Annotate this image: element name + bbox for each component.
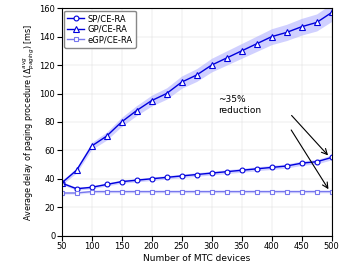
SP/CE-RA: [90, 186, 94, 189]
eGP/CE-RA: [225, 190, 229, 193]
SP/CE-RA: [149, 177, 154, 181]
SP/CE-RA: [134, 179, 139, 182]
SP/CE-RA: [285, 164, 289, 168]
SP/CE-RA: [240, 169, 244, 172]
eGP/CE-RA: [180, 190, 184, 193]
GP/CE-RA: [330, 11, 334, 14]
eGP/CE-RA: [60, 191, 64, 195]
SP/CE-RA: [120, 180, 124, 183]
SP/CE-RA: [105, 183, 109, 186]
GP/CE-RA: [90, 144, 94, 148]
GP/CE-RA: [60, 181, 64, 185]
eGP/CE-RA: [120, 190, 124, 193]
GP/CE-RA: [120, 120, 124, 124]
eGP/CE-RA: [330, 190, 334, 193]
GP/CE-RA: [225, 56, 229, 60]
SP/CE-RA: [225, 170, 229, 173]
GP/CE-RA: [240, 49, 244, 53]
eGP/CE-RA: [240, 190, 244, 193]
Line: SP/CE-RA: SP/CE-RA: [59, 155, 334, 191]
eGP/CE-RA: [315, 190, 319, 193]
GP/CE-RA: [180, 81, 184, 84]
GP/CE-RA: [300, 25, 304, 28]
eGP/CE-RA: [75, 191, 79, 195]
GP/CE-RA: [210, 64, 214, 67]
Text: ~35%
reduction: ~35% reduction: [218, 95, 261, 115]
eGP/CE-RA: [300, 190, 304, 193]
SP/CE-RA: [255, 167, 259, 170]
SP/CE-RA: [210, 172, 214, 175]
Line: GP/CE-RA: GP/CE-RA: [59, 10, 334, 186]
SP/CE-RA: [180, 174, 184, 178]
GP/CE-RA: [149, 99, 154, 102]
SP/CE-RA: [330, 156, 334, 159]
eGP/CE-RA: [255, 190, 259, 193]
eGP/CE-RA: [210, 190, 214, 193]
GP/CE-RA: [75, 169, 79, 172]
SP/CE-RA: [165, 176, 169, 179]
SP/CE-RA: [269, 166, 274, 169]
GP/CE-RA: [269, 35, 274, 38]
eGP/CE-RA: [134, 190, 139, 193]
SP/CE-RA: [60, 181, 64, 185]
SP/CE-RA: [315, 160, 319, 163]
Legend: SP/CE-RA, GP/CE-RA, eGP/CE-RA: SP/CE-RA, GP/CE-RA, eGP/CE-RA: [64, 11, 136, 48]
GP/CE-RA: [165, 92, 169, 95]
Y-axis label: Average delay of paging procedure ($\Delta^{avg}_{paging}$) [ms]: Average delay of paging procedure ($\Del…: [21, 23, 37, 221]
Line: eGP/CE-RA: eGP/CE-RA: [59, 189, 334, 195]
SP/CE-RA: [75, 187, 79, 190]
GP/CE-RA: [285, 31, 289, 34]
eGP/CE-RA: [269, 190, 274, 193]
eGP/CE-RA: [165, 190, 169, 193]
eGP/CE-RA: [195, 190, 199, 193]
GP/CE-RA: [315, 21, 319, 24]
SP/CE-RA: [300, 161, 304, 165]
GP/CE-RA: [255, 42, 259, 45]
SP/CE-RA: [195, 173, 199, 176]
eGP/CE-RA: [90, 190, 94, 193]
eGP/CE-RA: [285, 190, 289, 193]
GP/CE-RA: [195, 73, 199, 77]
eGP/CE-RA: [149, 190, 154, 193]
eGP/CE-RA: [105, 190, 109, 193]
GP/CE-RA: [134, 109, 139, 112]
X-axis label: Number of MTC devices: Number of MTC devices: [143, 254, 250, 263]
GP/CE-RA: [105, 135, 109, 138]
